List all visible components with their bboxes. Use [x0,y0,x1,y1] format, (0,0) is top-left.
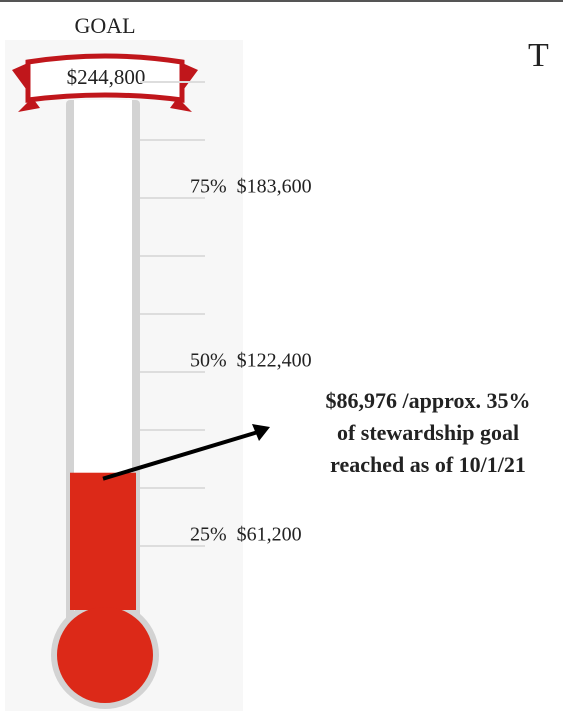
tick-label: 75% $183,600 [190,176,312,198]
banner [25,53,185,103]
fill-bar [70,472,136,610]
annotation: of stewardship goal [337,420,519,445]
arrow [102,430,259,481]
banner-ends [12,62,198,112]
annotation: $86,976 /approx. 35% [326,388,531,413]
annotation: reached as of 10/1/21 [330,452,526,477]
tick-label: 25% $61,200 [190,524,302,546]
goal-title: GOAL [74,13,135,38]
arrow-head [252,424,270,441]
heading-fragment: T [528,37,549,74]
tick-label: 50% $122,400 [190,350,312,372]
bulb-fill [57,607,153,703]
goal-label: $244,800 [67,65,146,89]
